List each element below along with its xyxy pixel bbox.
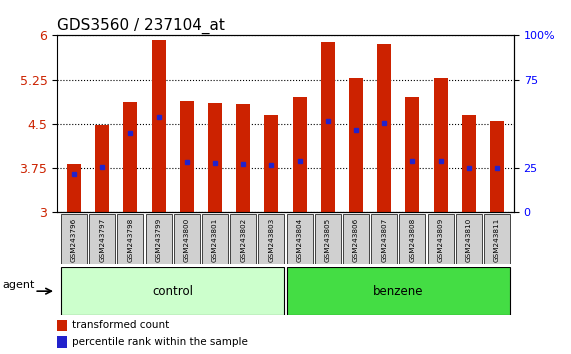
Bar	[433, 79, 448, 212]
Text: GSM243806: GSM243806	[353, 218, 359, 262]
Bar	[377, 44, 391, 212]
Bar	[123, 102, 138, 212]
FancyBboxPatch shape	[118, 214, 143, 264]
Bar	[151, 40, 166, 212]
Bar	[57, 336, 67, 348]
Text: control: control	[152, 285, 193, 298]
Text: GSM243808: GSM243808	[409, 218, 415, 262]
Text: GSM243804: GSM243804	[296, 218, 303, 262]
Bar	[264, 115, 279, 212]
Text: GDS3560 / 237104_at: GDS3560 / 237104_at	[57, 18, 225, 34]
Text: GSM243802: GSM243802	[240, 218, 246, 262]
Text: GSM243799: GSM243799	[156, 218, 162, 262]
Text: GSM243811: GSM243811	[494, 218, 500, 262]
FancyBboxPatch shape	[89, 214, 115, 264]
FancyBboxPatch shape	[484, 214, 510, 264]
Text: GSM243807: GSM243807	[381, 218, 387, 262]
Bar	[180, 102, 194, 212]
Text: GSM243803: GSM243803	[268, 218, 275, 262]
FancyBboxPatch shape	[400, 214, 425, 264]
FancyBboxPatch shape	[428, 214, 453, 264]
FancyBboxPatch shape	[146, 214, 171, 264]
FancyBboxPatch shape	[61, 267, 284, 315]
FancyBboxPatch shape	[202, 214, 228, 264]
Bar	[349, 78, 363, 212]
Text: GSM243796: GSM243796	[71, 218, 77, 262]
Bar	[208, 103, 222, 212]
FancyBboxPatch shape	[343, 214, 369, 264]
Bar	[292, 97, 307, 212]
Bar	[236, 104, 250, 212]
FancyBboxPatch shape	[259, 214, 284, 264]
Text: GSM243797: GSM243797	[99, 218, 105, 262]
Bar	[67, 164, 81, 212]
Text: GSM243800: GSM243800	[184, 218, 190, 262]
Text: percentile rank within the sample: percentile rank within the sample	[72, 337, 248, 347]
Bar	[490, 121, 504, 212]
Text: GSM243798: GSM243798	[127, 218, 134, 262]
Text: transformed count: transformed count	[72, 320, 169, 330]
FancyBboxPatch shape	[174, 214, 200, 264]
Bar	[405, 97, 420, 212]
FancyBboxPatch shape	[315, 214, 341, 264]
Bar	[321, 42, 335, 212]
FancyBboxPatch shape	[456, 214, 482, 264]
Text: GSM243805: GSM243805	[325, 218, 331, 262]
FancyBboxPatch shape	[371, 214, 397, 264]
Bar	[57, 320, 67, 331]
Bar	[95, 125, 109, 212]
Text: benzene: benzene	[373, 285, 424, 298]
Bar	[462, 115, 476, 212]
FancyBboxPatch shape	[287, 267, 510, 315]
Text: GSM243801: GSM243801	[212, 218, 218, 262]
Text: GSM243810: GSM243810	[466, 218, 472, 262]
FancyBboxPatch shape	[230, 214, 256, 264]
Text: GSM243809: GSM243809	[437, 218, 444, 262]
FancyBboxPatch shape	[287, 214, 312, 264]
FancyBboxPatch shape	[61, 214, 87, 264]
Text: agent: agent	[3, 280, 35, 290]
